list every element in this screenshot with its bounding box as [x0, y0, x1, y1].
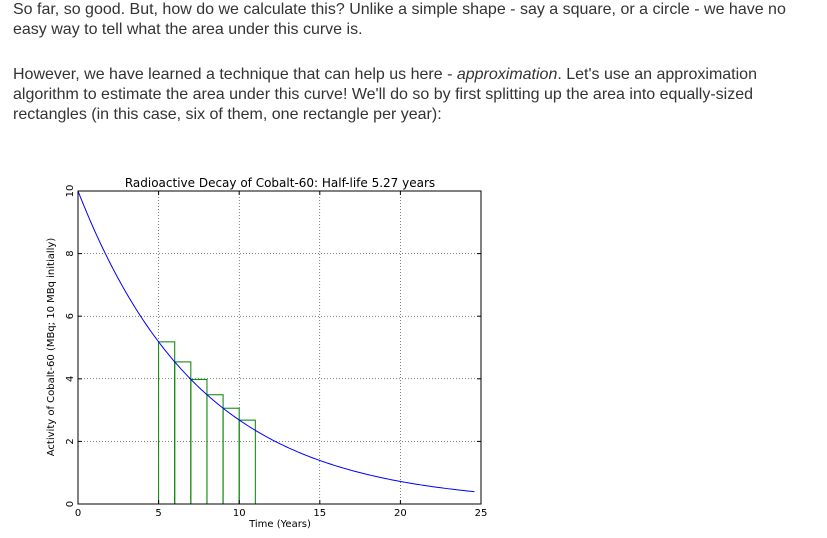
x-tick-label: 10 — [233, 508, 246, 519]
approximation-rectangles — [158, 341, 256, 505]
approximation-rectangle — [222, 407, 240, 505]
paragraph-approximation: However, we have learned a technique tha… — [13, 65, 818, 125]
y-tick-label: 0 — [65, 501, 76, 507]
y-tick-label: 8 — [65, 250, 76, 256]
chart-title: Radioactive Decay of Cobalt-60: Half-lif… — [125, 176, 435, 190]
paragraph-intro: So far, so good. But, how do we calculat… — [13, 1, 786, 38]
y-axis-ticks: 0 2 4 6 8 10 — [65, 185, 481, 507]
x-axis-ticks: 0 5 10 15 20 25 — [75, 191, 488, 519]
approximation-rectangle — [190, 378, 208, 505]
x-axis-label: Time (Years) — [248, 519, 311, 530]
x-tick-label: 25 — [475, 508, 488, 519]
y-tick-label: 2 — [65, 438, 76, 444]
decay-curve — [77, 190, 475, 493]
y-tick-label: 4 — [65, 376, 76, 382]
approximation-rectangle — [158, 341, 176, 505]
y-axis-label: Activity of Cobalt-60 (MBq; 10 MBq initi… — [46, 238, 57, 457]
approximation-rectangle — [238, 419, 256, 505]
x-tick-label: 5 — [155, 508, 161, 519]
y-tick-label: 6 — [65, 313, 76, 319]
approximation-emphasis: approximation — [456, 66, 558, 83]
y-tick-label: 10 — [65, 185, 76, 198]
x-tick-label: 0 — [75, 508, 81, 519]
approximation-rectangle — [174, 361, 192, 505]
paragraph-approximation-start: However, we have learned a technique tha… — [13, 66, 457, 83]
grid-lines — [78, 191, 481, 504]
paragraph-approximation-end: . Let's use an approximation algorithm t… — [13, 66, 757, 123]
approximation-rectangle — [206, 394, 224, 505]
x-tick-label: 15 — [313, 508, 326, 519]
plot-frame — [77, 190, 482, 505]
x-tick-label: 20 — [394, 508, 407, 519]
